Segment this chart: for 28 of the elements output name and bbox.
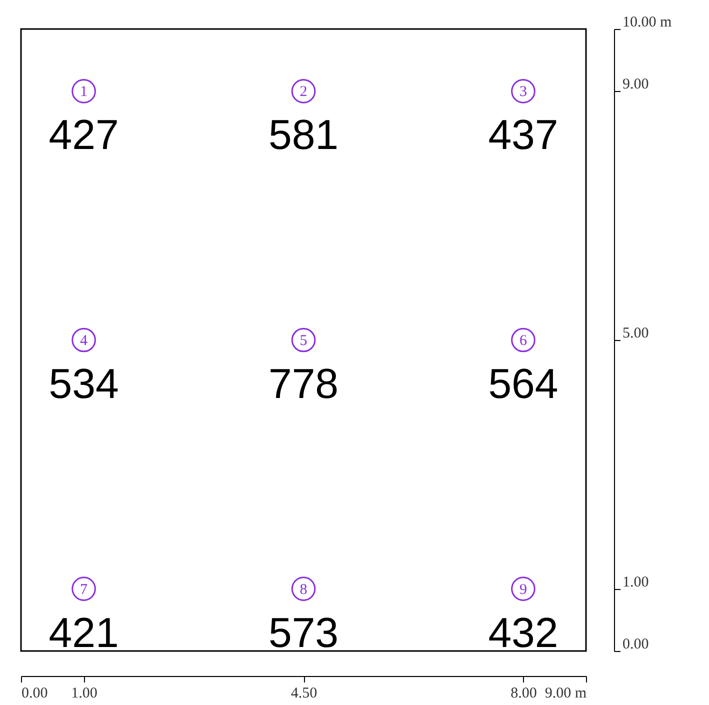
y-tick-label: 1.00: [622, 574, 649, 590]
x-tick-label: 1.00: [71, 686, 98, 702]
annotation: 9: [519, 582, 527, 598]
y-tick-label: 10.00 m: [622, 14, 672, 30]
y-tick-label: 5.00: [622, 326, 649, 342]
y-tick-label: 0.00: [622, 636, 649, 652]
annotation: 432: [488, 608, 558, 656]
annotation: 534: [48, 360, 119, 407]
annotation: 437: [488, 111, 558, 158]
annotation: 4: [80, 333, 88, 349]
y-tick-label: 9.00: [622, 76, 649, 93]
annotation: 7: [80, 582, 88, 598]
annotation: 421: [48, 608, 119, 656]
annotation: 8: [300, 582, 308, 598]
annotation: 6: [519, 333, 528, 349]
annotation: 427: [48, 111, 119, 158]
x-tick-label: 4.50: [290, 686, 318, 702]
annotation: 778: [268, 360, 339, 407]
x-tick-label: 8.00: [510, 686, 537, 702]
annotation: 581: [268, 111, 339, 158]
annotation: 564: [488, 360, 558, 407]
annotation: 2: [300, 84, 308, 100]
annotation: 573: [268, 608, 339, 656]
annotation: 5: [300, 333, 308, 349]
x-tick-label: 0.00: [22, 686, 48, 702]
annotation: 3: [519, 84, 527, 100]
x-tick-label: 9.00 m: [544, 686, 587, 702]
annotation: 1: [80, 84, 88, 100]
